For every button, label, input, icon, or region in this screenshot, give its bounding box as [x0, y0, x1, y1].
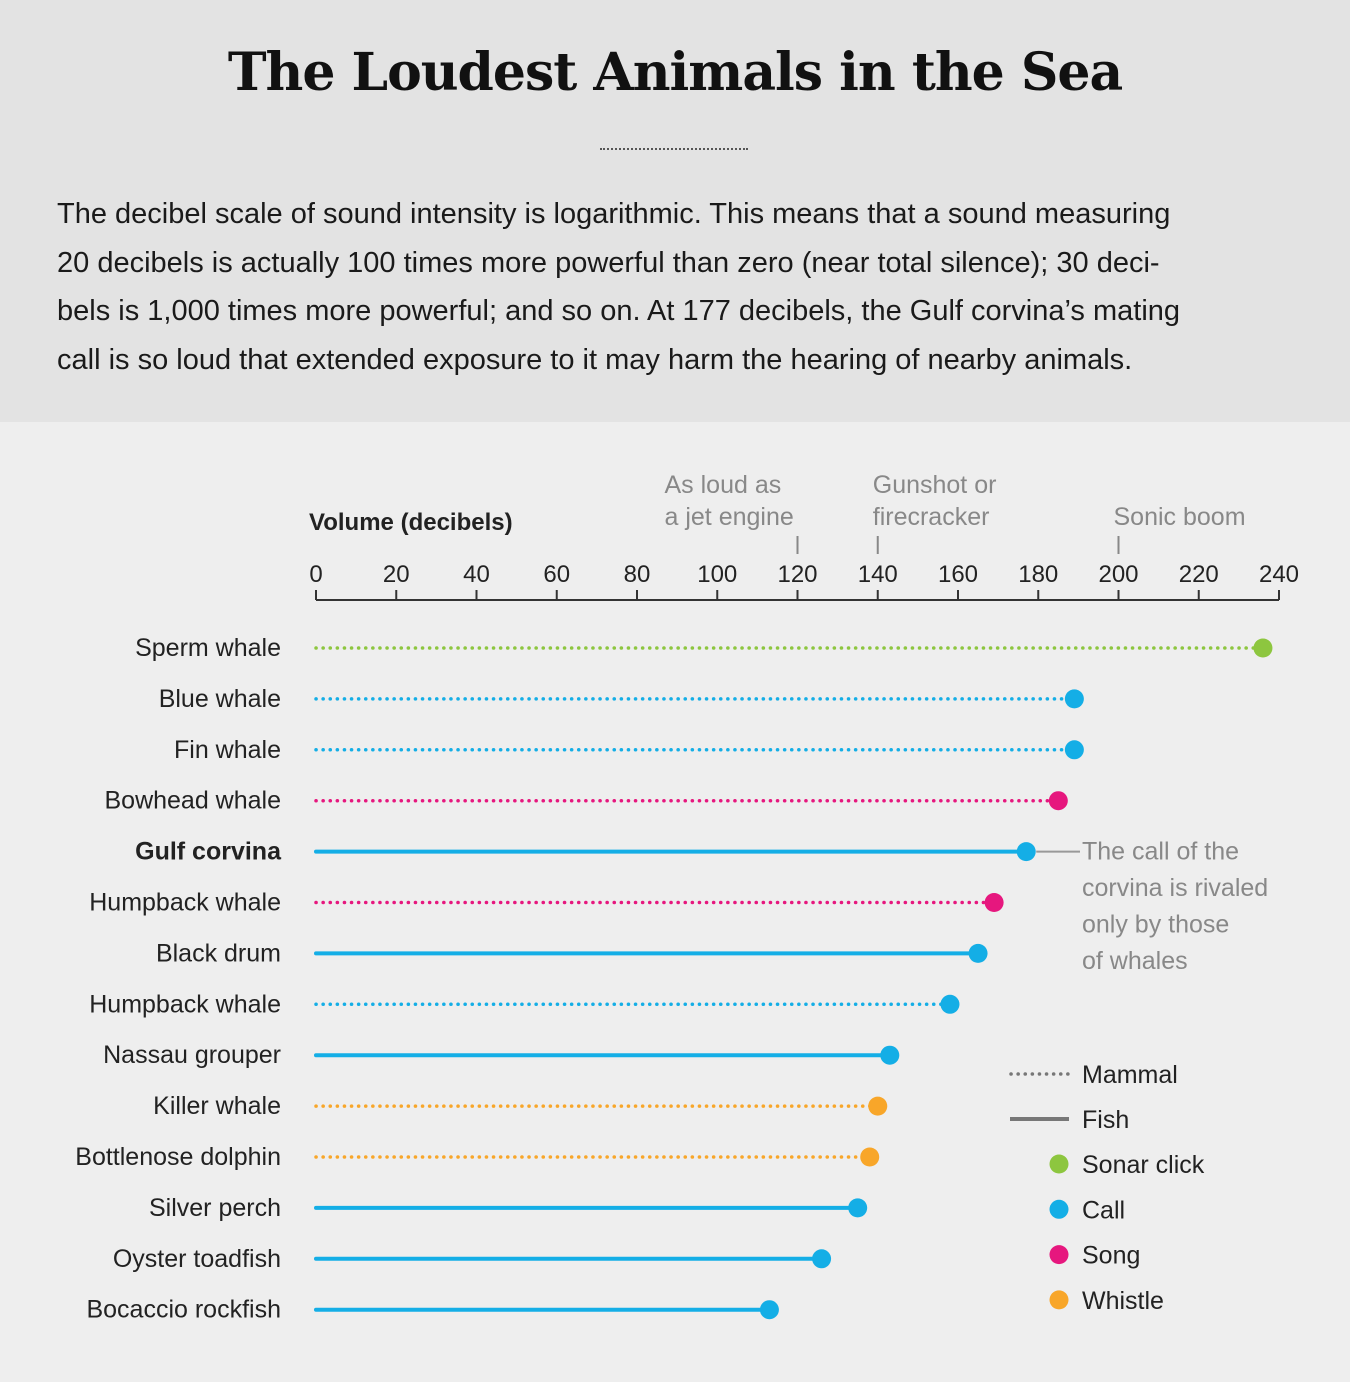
- x-tick-label: 20: [383, 561, 410, 588]
- row-label: Silver perch: [149, 1194, 281, 1222]
- data-point: [1064, 740, 1084, 760]
- row-label: Bowhead whale: [104, 787, 281, 815]
- x-tick-label: 0: [309, 561, 322, 588]
- legend-swatch: [1049, 1154, 1069, 1174]
- x-tick-label: 160: [938, 561, 978, 588]
- legend-label: Call: [1082, 1196, 1125, 1224]
- reference-label: As loud as: [665, 471, 782, 499]
- legend-label: Fish: [1082, 1106, 1129, 1134]
- chart-panel: Volume (decibels) 0 20 40 60 80 100 120 140 160 18…: [0, 422, 1350, 1382]
- reference-label: firecracker: [873, 503, 990, 531]
- annotation-text: only by those: [1082, 911, 1229, 939]
- annotation-text: corvina is rivaled: [1082, 874, 1268, 902]
- legend-swatch: [1049, 1290, 1069, 1310]
- intro-paragraph: The decibel scale of sound intensity is …: [57, 190, 1307, 384]
- row-label: Blue whale: [159, 685, 281, 713]
- row-label: Fin whale: [174, 736, 281, 764]
- data-point: [1048, 791, 1068, 811]
- data-point: [812, 1249, 832, 1269]
- reference-label: Gunshot or: [873, 471, 997, 499]
- row-label: Bocaccio rockfish: [86, 1296, 281, 1324]
- x-tick-label: 80: [624, 561, 651, 588]
- x-tick-label: 60: [543, 561, 570, 588]
- x-tick-label: 240: [1259, 561, 1299, 588]
- x-tick-label: 100: [697, 561, 737, 588]
- data-point: [1016, 842, 1036, 862]
- intro-line: The decibel scale of sound intensity is …: [57, 198, 1171, 230]
- row-label: Oyster toadfish: [113, 1245, 281, 1273]
- intro-line: call is so loud that extended exposure t…: [57, 343, 1133, 376]
- x-tick-label: 120: [777, 561, 817, 588]
- row-label: Sperm whale: [135, 634, 281, 662]
- legend-label: Mammal: [1082, 1061, 1178, 1089]
- data-point: [848, 1198, 868, 1218]
- legend-label: Whistle: [1082, 1287, 1164, 1315]
- row-label: Black drum: [156, 939, 281, 967]
- title-divider: [600, 148, 748, 150]
- data-point: [880, 1045, 900, 1065]
- x-tick-label: 200: [1098, 561, 1138, 588]
- page-title: The Loudest Animals in the Sea: [227, 42, 1123, 103]
- x-tick-label: 180: [1018, 561, 1058, 588]
- row-label: Humpback whale: [89, 889, 281, 917]
- reference-label: a jet engine: [665, 503, 794, 531]
- lollipop-chart: Volume (decibels) 0 20 40 60 80 100 120 140 160 18…: [75, 471, 1299, 1324]
- data-point: [968, 943, 988, 963]
- data-point: [860, 1147, 880, 1167]
- legend-label: Song: [1082, 1242, 1140, 1270]
- axis-title: Volume (decibels): [309, 509, 513, 536]
- x-tick-label: 140: [858, 561, 898, 588]
- data-point: [759, 1300, 779, 1320]
- intro-line: bels is 1,000 times more powerful; and s…: [57, 295, 1181, 327]
- data-point: [984, 893, 1004, 912]
- data-point: [1064, 689, 1084, 709]
- annotation-text: of whales: [1082, 947, 1188, 975]
- header-panel: The Loudest Animals in the Sea The decib…: [0, 0, 1350, 422]
- x-tick-label: 40: [463, 561, 490, 588]
- intro-line: 20 decibels is actually 100 times more p…: [57, 246, 1160, 279]
- annotation-text: The call of the: [1082, 838, 1239, 866]
- data-point: [868, 1096, 888, 1116]
- reference-label: Sonic boom: [1114, 503, 1246, 531]
- data-point: [940, 994, 960, 1014]
- row-label: Humpback whale: [89, 990, 281, 1018]
- row-label: Gulf corvina: [135, 838, 282, 866]
- row-label: Bottlenose dolphin: [75, 1143, 281, 1171]
- legend-swatch: [1049, 1199, 1069, 1219]
- legend-swatch: [1049, 1245, 1069, 1265]
- data-point: [1253, 638, 1273, 658]
- legend-label: Sonar click: [1082, 1151, 1205, 1179]
- x-tick-label: 220: [1179, 561, 1219, 588]
- row-label: Nassau grouper: [103, 1041, 281, 1069]
- row-label: Killer whale: [153, 1092, 281, 1120]
